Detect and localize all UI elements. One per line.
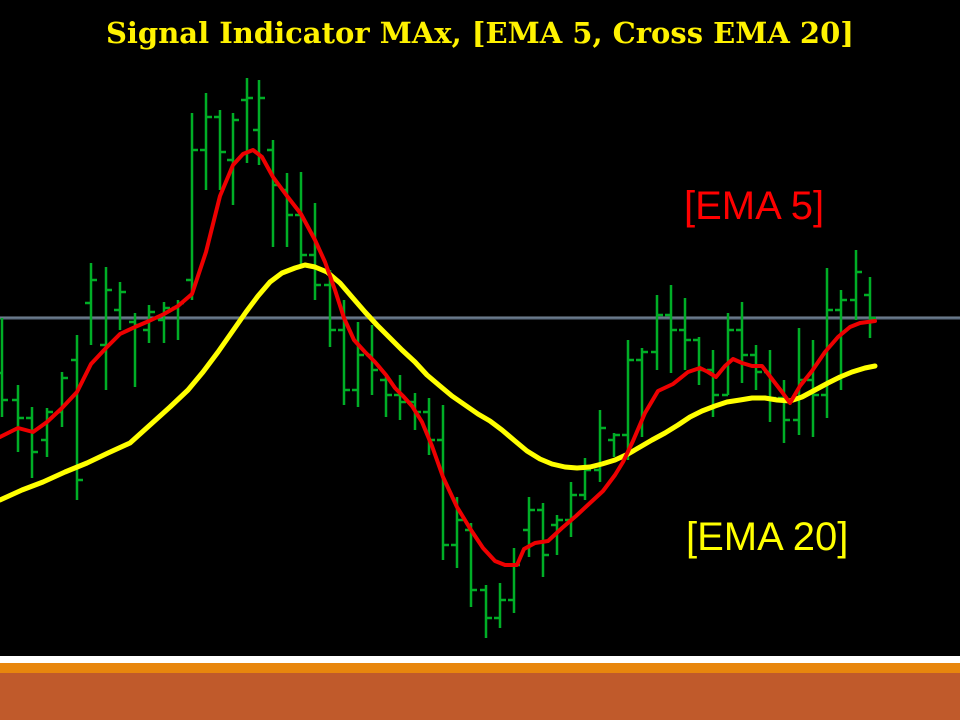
footer-stripe-terracotta — [0, 673, 960, 720]
page-title: Signal Indicator MAx, [EMA 5, Cross EMA … — [105, 16, 855, 50]
ema20-label: [EMA 20] — [686, 515, 849, 559]
footer-stripe-white — [0, 656, 960, 663]
footer-band — [0, 656, 960, 720]
footer-stripe-orange — [0, 663, 960, 673]
ema5-label: [EMA 5] — [684, 184, 825, 228]
